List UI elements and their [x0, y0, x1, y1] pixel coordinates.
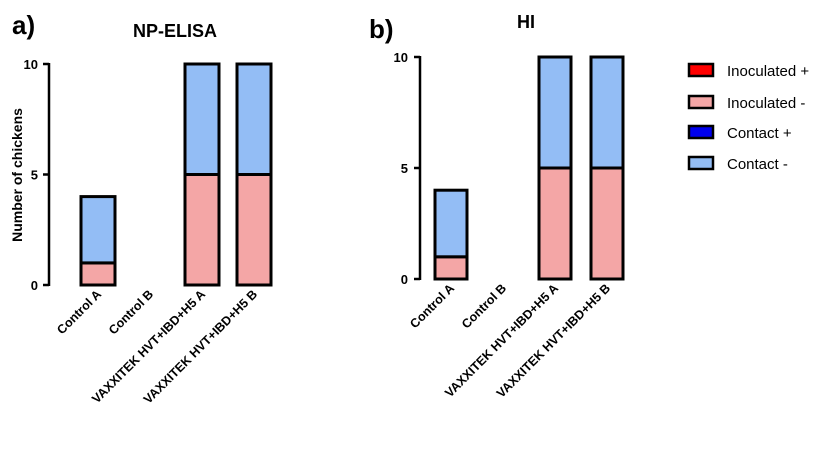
- bar-segment-contact-vaxxitek-hvt-ibd-h5-b: [235, 62, 273, 176]
- bar-segment-contact-vaxxitek-hvt-ibd-h5-a: [183, 62, 221, 176]
- legend: Inoculated + Inoculated - Contact + Cont…: [687, 62, 809, 173]
- y-tick-label: 0: [401, 272, 408, 287]
- legend-label-inoculated-neg: Inoculated -: [727, 95, 805, 112]
- bar-segment-inoculated-vaxxitek-hvt-ibd-h5-a: [537, 166, 573, 281]
- category-label-vaxxitek-hvt-ibd-h5-b: VAXXITEK HVT+IBD+H5 B: [141, 287, 260, 406]
- legend-item-contact-pos: Contact +: [687, 124, 792, 142]
- legend-label-contact-neg: Contact -: [727, 156, 788, 173]
- y-tick-label: 0: [31, 278, 38, 293]
- category-label-control-a: Control A: [54, 287, 104, 337]
- bar-segment-contact-control-a: [433, 188, 469, 259]
- panel-letter-b: b): [369, 14, 394, 44]
- bar-segment-inoculated-control-a: [79, 261, 117, 287]
- legend-swatch-inoculated-pos: [687, 62, 715, 78]
- chart-title-hi: HI: [517, 12, 535, 32]
- y-tick-label: 5: [401, 161, 408, 176]
- y-axis-label: Number of chickens: [9, 108, 25, 242]
- legend-label-inoculated-pos: Inoculated +: [727, 63, 809, 80]
- y-tick-label: 10: [394, 50, 408, 65]
- legend-swatch-inoculated-neg: [687, 94, 715, 110]
- legend-swatch-contact-pos: [687, 124, 715, 140]
- legend-item-inoculated-pos: Inoculated +: [687, 62, 809, 80]
- category-label-vaxxitek-hvt-ibd-h5-b: VAXXITEK HVT+IBD+H5 B: [494, 281, 613, 400]
- bar-segment-contact-vaxxitek-hvt-ibd-h5-a: [537, 55, 573, 170]
- category-label-control-a: Control A: [407, 281, 457, 331]
- chart-title-np-elisa: NP-ELISA: [133, 21, 217, 41]
- y-tick-label: 5: [31, 168, 38, 183]
- legend-swatch-contact-neg: [687, 155, 715, 171]
- bar-segment-contact-vaxxitek-hvt-ibd-h5-b: [589, 55, 625, 170]
- legend-item-inoculated-neg: Inoculated -: [687, 94, 805, 112]
- legend-label-contact-pos: Contact +: [727, 125, 792, 142]
- bar-segment-inoculated-vaxxitek-hvt-ibd-h5-a: [183, 173, 221, 287]
- bar-segment-inoculated-vaxxitek-hvt-ibd-h5-b: [235, 173, 273, 287]
- bar-segment-inoculated-control-a: [433, 255, 469, 281]
- category-label-control-b: Control B: [459, 281, 509, 331]
- category-label-control-b: Control B: [106, 287, 156, 337]
- panel-letter-a: a): [12, 10, 35, 40]
- legend-item-contact-neg: Contact -: [687, 155, 788, 173]
- bar-segment-contact-control-a: [79, 195, 117, 265]
- bar-segment-inoculated-vaxxitek-hvt-ibd-h5-b: [589, 166, 625, 281]
- y-tick-label: 10: [24, 57, 38, 72]
